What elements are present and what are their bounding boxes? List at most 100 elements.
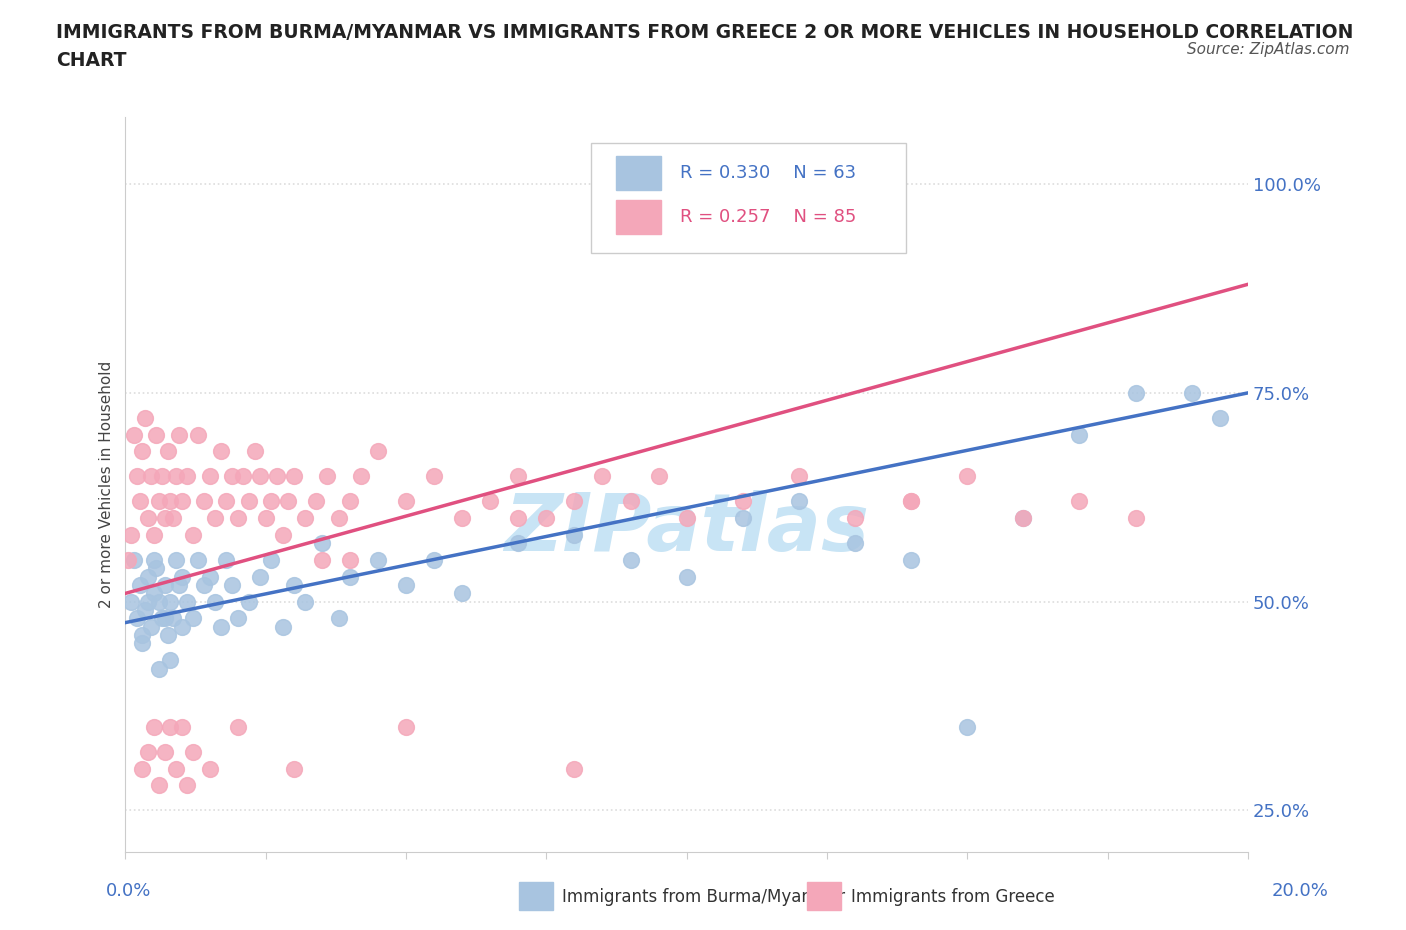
Point: [260, 494, 283, 509]
Text: Source: ZipAtlas.com: Source: ZipAtlas.com: [1187, 42, 1350, 57]
Point: [142, 527, 165, 542]
Point: [159, 494, 181, 509]
Point: [956, 720, 979, 735]
Point: [277, 494, 299, 509]
Point: [181, 745, 204, 760]
Point: [564, 762, 586, 777]
Point: [159, 720, 181, 735]
Point: [159, 594, 181, 609]
FancyBboxPatch shape: [616, 155, 661, 190]
Point: [266, 469, 288, 484]
Point: [787, 494, 810, 509]
Point: [508, 536, 530, 551]
Text: 20.0%: 20.0%: [1272, 882, 1329, 899]
Point: [328, 511, 350, 525]
Text: 0.0%: 0.0%: [105, 882, 150, 899]
Point: [209, 444, 232, 458]
Point: [170, 720, 193, 735]
Point: [145, 561, 167, 576]
Point: [619, 552, 641, 567]
Point: [731, 511, 754, 525]
Point: [120, 527, 142, 542]
Point: [215, 494, 238, 509]
Point: [900, 552, 922, 567]
Point: [153, 578, 176, 592]
Point: [731, 494, 754, 509]
Point: [187, 427, 209, 442]
Point: [647, 469, 669, 484]
Point: [260, 552, 283, 567]
Point: [209, 619, 232, 634]
Point: [120, 594, 142, 609]
Point: [215, 552, 238, 567]
Text: Immigrants from Burma/Myanmar: Immigrants from Burma/Myanmar: [562, 887, 845, 906]
Point: [136, 569, 159, 584]
FancyBboxPatch shape: [616, 200, 661, 234]
Point: [204, 511, 226, 525]
Point: [305, 494, 328, 509]
Point: [508, 469, 530, 484]
Point: [1125, 385, 1147, 400]
Point: [339, 494, 361, 509]
Point: [339, 569, 361, 584]
Point: [283, 469, 305, 484]
Point: [226, 611, 249, 626]
Y-axis label: 2 or more Vehicles in Household: 2 or more Vehicles in Household: [100, 361, 114, 608]
Point: [328, 611, 350, 626]
Point: [117, 552, 139, 567]
Point: [1209, 410, 1232, 425]
Point: [162, 511, 184, 525]
Point: [787, 469, 810, 484]
Point: [956, 469, 979, 484]
Point: [451, 586, 474, 601]
Point: [150, 611, 173, 626]
Point: [311, 552, 333, 567]
Point: [1012, 511, 1035, 525]
Point: [221, 469, 243, 484]
Point: [619, 494, 641, 509]
Point: [311, 536, 333, 551]
Point: [176, 594, 198, 609]
Point: [423, 552, 446, 567]
Point: [283, 578, 305, 592]
Point: [238, 594, 260, 609]
Point: [176, 778, 198, 793]
Point: [294, 594, 316, 609]
Point: [176, 469, 198, 484]
Point: [232, 469, 254, 484]
Point: [136, 511, 159, 525]
Point: [148, 494, 170, 509]
Point: [395, 578, 418, 592]
Point: [131, 444, 153, 458]
Point: [139, 619, 162, 634]
Point: [128, 494, 150, 509]
Point: [249, 469, 271, 484]
Point: [181, 611, 204, 626]
Point: [153, 745, 176, 760]
Point: [167, 427, 190, 442]
Point: [145, 427, 167, 442]
Point: [193, 494, 215, 509]
Point: [156, 444, 179, 458]
Point: [1069, 494, 1091, 509]
Point: [156, 628, 179, 643]
FancyBboxPatch shape: [592, 143, 905, 253]
Text: IMMIGRANTS FROM BURMA/MYANMAR VS IMMIGRANTS FROM GREECE 2 OR MORE VEHICLES IN HO: IMMIGRANTS FROM BURMA/MYANMAR VS IMMIGRA…: [56, 23, 1354, 42]
Point: [142, 552, 165, 567]
Point: [134, 603, 156, 618]
Point: [395, 720, 418, 735]
Point: [350, 469, 373, 484]
Point: [294, 511, 316, 525]
Point: [238, 494, 260, 509]
Point: [283, 762, 305, 777]
Point: [170, 494, 193, 509]
Point: [122, 552, 145, 567]
Point: [271, 619, 294, 634]
Point: [395, 494, 418, 509]
Text: R = 0.330    N = 63: R = 0.330 N = 63: [681, 164, 856, 181]
Point: [131, 628, 153, 643]
Point: [170, 569, 193, 584]
Point: [479, 494, 502, 509]
Point: [131, 762, 153, 777]
Point: [508, 511, 530, 525]
